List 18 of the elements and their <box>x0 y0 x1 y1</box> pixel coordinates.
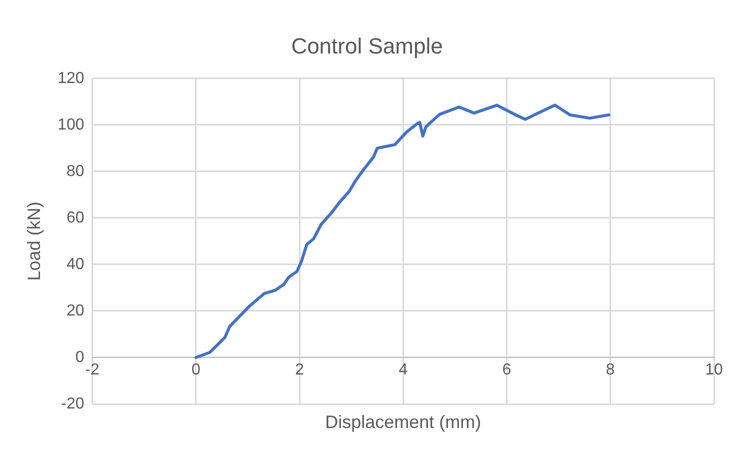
y-axis-title: Load (kN) <box>24 202 44 281</box>
x-tick-label: 0 <box>191 361 200 378</box>
y-tick-label: 60 <box>66 209 84 226</box>
x-tick-label: 10 <box>705 361 723 378</box>
y-tick-label: -20 <box>61 395 84 412</box>
chart-title: Control Sample <box>291 33 443 58</box>
x-tick-label: 2 <box>295 361 304 378</box>
y-tick-label: 20 <box>66 302 84 320</box>
x-tick-label: 4 <box>398 361 408 378</box>
y-tick-label: 40 <box>66 256 84 273</box>
x-axis-title: Displacement (mm) <box>325 412 482 432</box>
x-tick-label: -2 <box>85 361 100 378</box>
x-tick-label: 8 <box>606 361 615 378</box>
y-tick-label: 100 <box>58 116 84 134</box>
x-tick-label: 6 <box>502 361 512 378</box>
y-tick-label: 120 <box>58 70 84 87</box>
y-tick-label: 80 <box>66 162 84 180</box>
y-tick-label: 0 <box>75 348 84 366</box>
